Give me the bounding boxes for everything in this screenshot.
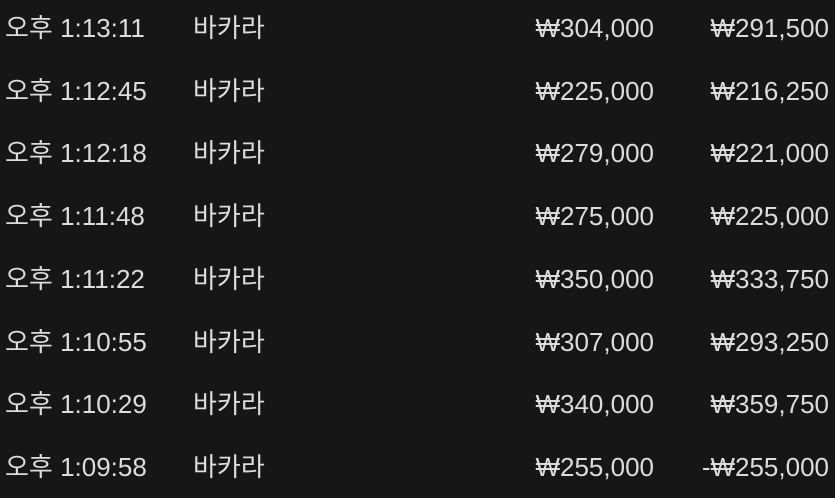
- payout-amount-cell: ₩293,250: [710, 326, 829, 357]
- payout-amount-cell: ₩221,000: [710, 138, 829, 169]
- payout-amount-cell: -₩255,000: [701, 451, 829, 482]
- bet-amount-cell: ₩340,000: [535, 389, 654, 420]
- time-cell: 오후 1:10:55: [5, 326, 147, 357]
- game-cell: 바카라: [193, 263, 265, 294]
- time-cell: 오후 1:12:45: [5, 75, 147, 106]
- payout-amount-cell: ₩333,750: [710, 263, 829, 294]
- game-cell: 바카라: [193, 389, 265, 420]
- game-cell: 바카라: [193, 326, 265, 357]
- history-row[interactable]: 오후 1:10:29 바카라 ₩340,000 ₩359,750: [0, 373, 835, 435]
- game-cell: 바카라: [193, 75, 265, 106]
- game-cell: 바카라: [193, 201, 265, 232]
- payout-amount-cell: ₩291,500: [710, 13, 829, 43]
- bet-amount-cell: ₩225,000: [535, 75, 654, 106]
- history-row[interactable]: 오후 1:11:22 바카라 ₩350,000 ₩333,750: [0, 248, 835, 310]
- history-row[interactable]: 오후 1:13:11 바카라 ₩304,000 ₩291,500: [0, 0, 835, 59]
- time-cell: 오후 1:12:18: [5, 138, 147, 169]
- payout-amount-cell: ₩225,000: [710, 201, 829, 232]
- history-row[interactable]: 오후 1:12:18 바카라 ₩279,000 ₩221,000: [0, 122, 835, 184]
- history-row[interactable]: 오후 1:10:55 바카라 ₩307,000 ₩293,250: [0, 311, 835, 373]
- history-row[interactable]: 오후 1:09:58 바카라 ₩255,000 -₩255,000: [0, 436, 835, 498]
- payout-amount-cell: ₩216,250: [710, 75, 829, 106]
- bet-amount-cell: ₩279,000: [535, 138, 654, 169]
- history-row[interactable]: 오후 1:12:45 바카라 ₩225,000 ₩216,250: [0, 60, 835, 122]
- history-row[interactable]: 오후 1:11:48 바카라 ₩275,000 ₩225,000: [0, 185, 835, 247]
- bet-amount-cell: ₩307,000: [535, 326, 654, 357]
- game-cell: 바카라: [193, 13, 265, 43]
- game-cell: 바카라: [193, 451, 265, 482]
- bet-amount-cell: ₩304,000: [535, 13, 654, 43]
- time-cell: 오후 1:13:11: [5, 13, 145, 43]
- bet-amount-cell: ₩350,000: [535, 263, 654, 294]
- bet-amount-cell: ₩255,000: [535, 451, 654, 482]
- time-cell: 오후 1:10:29: [5, 389, 147, 420]
- bet-amount-cell: ₩275,000: [535, 201, 654, 232]
- payout-amount-cell: ₩359,750: [710, 389, 829, 420]
- game-cell: 바카라: [193, 138, 265, 169]
- time-cell: 오후 1:11:48: [5, 201, 145, 232]
- time-cell: 오후 1:09:58: [5, 451, 147, 482]
- time-cell: 오후 1:11:22: [5, 263, 145, 294]
